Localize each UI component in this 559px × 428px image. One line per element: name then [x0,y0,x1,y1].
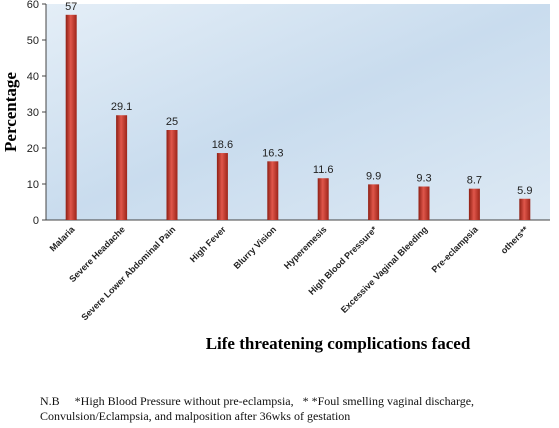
bar-4 [267,161,279,220]
data-label-3: 18.6 [212,139,233,151]
y-tick-label: 30 [27,107,39,119]
category-label-4: Blurry Vision [232,224,279,271]
bar-5 [317,178,329,220]
y-tick-label: 10 [27,179,39,191]
category-label-7: Excessive Vaginal Bleeding [339,224,430,315]
bars [65,14,531,220]
bar-2 [166,130,178,220]
data-label-0: 57 [65,1,77,13]
data-label-6: 9.9 [366,170,381,182]
data-label-9: 5.9 [517,185,532,197]
data-label-5: 11.6 [313,164,334,176]
data-labels: 57 29.1 25 18.6 16.3 11.6 9.9 9.3 8.7 5.9 [65,1,532,197]
y-tick-label: 50 [27,35,39,47]
category-label-8: Pre-eclampsia [430,224,481,275]
bar-3 [216,153,228,220]
bar-1 [116,115,128,220]
y-tick-label: 60 [27,0,39,11]
y-axis-title: Percentage [1,72,20,152]
category-label-0: Malaria [48,224,78,254]
y-tick-label: 40 [27,71,39,83]
bar-0 [65,14,77,220]
category-label-2: Severe Lower Abdominal Pain [79,224,177,322]
bar-9 [519,198,531,220]
category-label-9: others** [499,224,531,256]
y-tick-label: 20 [27,143,39,155]
data-label-2: 25 [166,116,178,128]
plot-area [46,4,550,220]
data-label-7: 9.3 [416,173,431,185]
category-label-1: Severe Headache [67,224,127,284]
footnote: N.B *High Blood Pressure without pre-ecl… [40,394,559,424]
data-label-4: 16.3 [262,147,283,159]
bar-6 [368,184,380,220]
y-tick-label: 0 [33,215,39,227]
y-axis-ticks: 0 10 20 30 40 50 60 [27,0,46,227]
category-label-5: Hyperemesis [282,224,329,271]
x-axis-title: Life threatening complications faced [206,334,471,353]
bar-8 [468,188,480,220]
footnote-line-2: Convulsion/Eclampsia, and malposition af… [40,409,351,423]
category-label-3: High Fever [188,224,228,264]
bar-7 [418,186,430,220]
data-label-1: 29.1 [111,101,132,113]
footnote-line-1: N.B *High Blood Pressure without pre-ecl… [40,394,475,408]
data-label-8: 8.7 [467,175,482,187]
